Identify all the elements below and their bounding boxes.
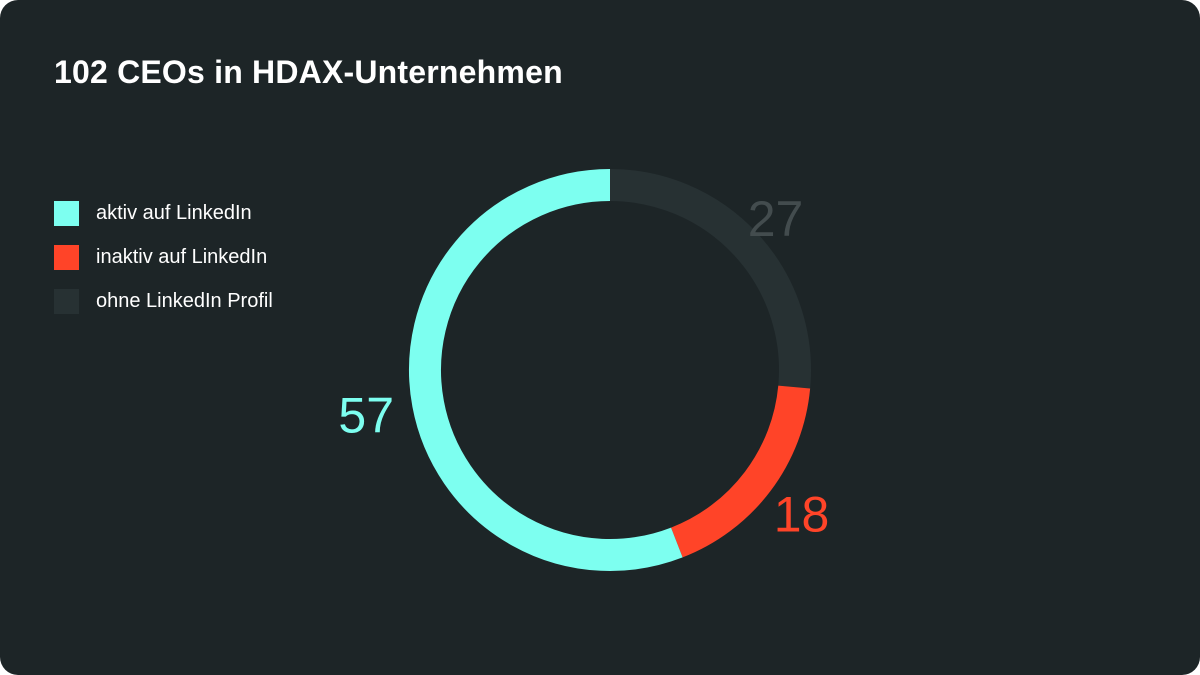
- legend-swatch-inaktiv: [54, 244, 79, 270]
- chart-title: 102 CEOs in HDAX-Unternehmen: [54, 54, 563, 90]
- segment-ohne-profil: [609, 169, 811, 389]
- chart-legend: aktiv auf LinkedIn inaktiv auf LinkedIn …: [54, 200, 374, 332]
- legend-swatch-ohne-profil: [54, 288, 79, 314]
- legend-item-ohne-profil: ohne LinkedIn Profil: [54, 288, 374, 314]
- legend-label-inaktiv: inaktiv auf LinkedIn: [96, 245, 268, 268]
- legend-item-aktiv: aktiv auf LinkedIn: [54, 200, 374, 226]
- segment-aktiv: [409, 169, 683, 571]
- legend-label-ohne-profil: ohne LinkedIn Profil: [96, 289, 273, 312]
- legend-label-aktiv: aktiv auf LinkedIn: [96, 201, 252, 224]
- legend-swatch-aktiv: [54, 200, 79, 226]
- legend-item-inaktiv: inaktiv auf LinkedIn: [54, 244, 374, 270]
- value-label-inaktiv: 18: [774, 487, 830, 543]
- value-label-aktiv: 57: [338, 388, 394, 444]
- segment-inaktiv: [670, 385, 811, 558]
- value-label-ohne-profil: 27: [748, 191, 804, 247]
